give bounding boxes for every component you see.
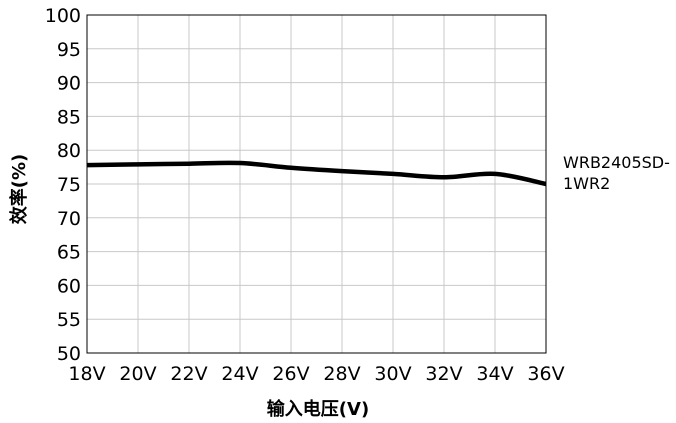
y-tick-label: 85 [57, 106, 81, 128]
y-axis-title: 效率(%) [8, 154, 30, 225]
x-tick-label: 24V [221, 363, 258, 385]
y-tick-label: 95 [57, 39, 81, 61]
y-tick-label: 75 [57, 174, 81, 196]
series-line [86, 160, 547, 187]
grid-lines [86, 14, 547, 354]
x-tick-label: 36V [527, 363, 564, 385]
x-tick-label: 18V [68, 363, 105, 385]
x-tick-label: 28V [323, 363, 360, 385]
x-tick-labels: 18V 20V 22V 24V 26V 28V 30V 32V 34V 36V [68, 363, 564, 385]
y-tick-label: 60 [57, 275, 81, 297]
x-tick-label: 30V [374, 363, 411, 385]
y-tick-label: 100 [45, 5, 81, 27]
x-tick-label: 22V [170, 363, 207, 385]
y-tick-label: 80 [57, 140, 81, 162]
x-tick-label: 34V [476, 363, 513, 385]
y-tick-label: 90 [57, 73, 81, 95]
x-axis-title: 输入电压(V) [267, 398, 369, 420]
legend-series-label: WRB2405SD-1WR2 [563, 153, 670, 193]
y-tick-label: 65 [57, 242, 81, 264]
x-tick-label: 32V [425, 363, 462, 385]
x-tick-label: 26V [272, 363, 309, 385]
series-group [86, 160, 547, 187]
y-tick-labels: 50 55 60 65 70 75 80 85 90 95 100 [45, 5, 81, 365]
y-tick-label: 55 [57, 309, 81, 331]
y-tick-label: 50 [57, 343, 81, 365]
x-tick-label: 20V [119, 363, 156, 385]
y-tick-label: 70 [57, 208, 81, 230]
